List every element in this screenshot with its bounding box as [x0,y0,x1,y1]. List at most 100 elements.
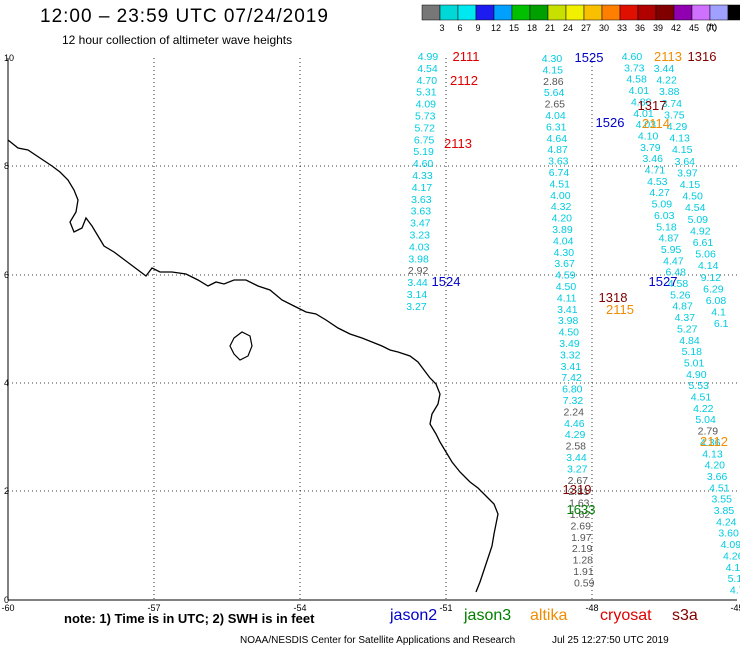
swh-value: 4.27 [649,187,670,199]
swh-value: 4.50 [559,327,580,339]
swh-value: 3.66 [707,471,728,483]
swh-value: 4.92 [690,225,711,237]
swh-value: 3.85 [714,505,735,517]
swh-value: 5.18 [656,221,677,233]
swh-value: 3.49 [559,338,580,350]
swh-value: 2.24 [563,406,584,418]
swh-value: 4.30 [554,247,575,259]
swh-value: 7.32 [563,395,584,407]
swh-labels: 4.994.544.705.314.095.735.726.755.194.60… [406,51,740,596]
swh-value: 4.90 [686,369,707,381]
colorbar-swatch [637,4,657,21]
colorbar-tick-label: 6 [457,23,462,33]
swh-value: 5.73 [415,111,436,123]
colorbar-tick-label: 24 [563,23,573,33]
colorbar-swatch [691,4,711,21]
track-id-label: 1524 [432,274,461,289]
swh-value: 3.60 [718,528,739,540]
swh-value: 9.12 [701,272,722,284]
swh-value: 4.87 [547,144,568,156]
map-frame [7,58,737,601]
colorbar-swatch [709,4,729,21]
swh-value: 5.31 [416,87,437,99]
swh-value: 4.01 [633,108,654,120]
swh-value: 4.87 [659,233,680,245]
colorbar-swatch [475,4,495,21]
track-id-label: 1317 [638,98,667,113]
swh-value: 6.31 [546,121,567,133]
swh-value: 4.17 [412,182,433,194]
swh-value: 7.42 [561,372,582,384]
track-id-label: 1633 [567,502,596,517]
track-id-label: 1527 [649,274,678,289]
swh-value: 4.51 [709,482,730,494]
colorbar-swatch [439,4,459,21]
swh-value: 4.13 [702,448,723,460]
swh-value: 4.20 [552,213,573,225]
swh-value: 1.28 [573,555,594,567]
swh-value: 4.20 [705,460,726,472]
swh-value: 6.75 [414,134,435,146]
swh-value: 5.09 [688,214,709,226]
track-id-label: 2112 [700,434,728,449]
swh-value: 5.01 [684,357,705,369]
swh-value: 4.32 [551,201,572,213]
colorbar-swatch [421,4,441,21]
swh-value: 5.06 [695,249,716,261]
swh-value: 3.63 [548,156,569,168]
swh-value: 6.80 [562,384,583,396]
swh-value: 4.09 [416,99,437,111]
colorbar-tick-label: 39 [653,23,663,33]
swh-value: 3.67 [554,258,575,270]
colorbar-swatch [529,4,549,21]
swh-value: 3.41 [557,304,578,316]
swh-value: 4.60 [413,158,434,170]
swh-value: 2.92 [408,265,429,277]
swh-value: 4.33 [412,170,433,182]
swh-value: 4.10 [638,130,659,142]
lon-tick-label: -57 [147,603,160,613]
swh-value: 5.18 [728,573,740,585]
legend-sat-altika: altika [530,607,568,624]
colorbar-tick-label: 9 [475,23,480,33]
track-id-label: 2113 [444,136,472,151]
swh-value: 3.14 [407,289,428,301]
swh-value: 3.63 [411,206,432,218]
track-id-label: 2112 [450,73,478,88]
swh-value: 3.63 [411,194,432,206]
colorbar-tick-label: 15 [509,23,519,33]
track-id-label: 2111 [453,49,480,64]
swh-value: 4.26 [723,550,740,562]
swh-value: 3.47 [410,218,431,230]
swh-value: 6.74 [549,167,570,179]
swh-value: 4.64 [547,133,568,145]
colorbar: 3 6 9 12 15 18 21 24 27 30 33 36 39 42 45 70 [421,4,740,33]
swh-value: 4.84 [679,335,700,347]
swh-value: 4.13 [669,133,690,145]
colorbar-swatch [727,4,740,21]
swh-value: 4.15 [542,64,563,76]
swh-value: 4.04 [553,235,574,247]
swh-value: 3.98 [408,253,429,265]
swh-value: 3.79 [640,142,661,154]
swh-value: 4.58 [668,278,689,290]
colorbar-tick-label: 30 [599,23,609,33]
swh-value: 4.04 [545,110,566,122]
colorbar-tick-label: 27 [581,23,591,33]
lon-tick-label: -60 [1,603,14,613]
colorbar-swatch [565,4,585,21]
track-id-label: 2115 [606,302,634,317]
swh-value: 3.64 [675,156,696,168]
lat-tick-label: 6 [4,270,9,280]
swh-value: 3.73 [624,62,645,74]
swh-value: 3.46 [642,153,663,165]
track-id-label: 1525 [575,50,604,65]
swh-value: 6.48 [665,267,686,279]
swh-value: 4.47 [663,255,684,267]
swh-value: 6.08 [706,295,727,307]
swh-value: 5.72 [414,122,435,134]
colorbar-swatch [511,4,531,21]
swh-value: 5.18 [682,346,703,358]
lon-tick-label: -54 [293,603,306,613]
